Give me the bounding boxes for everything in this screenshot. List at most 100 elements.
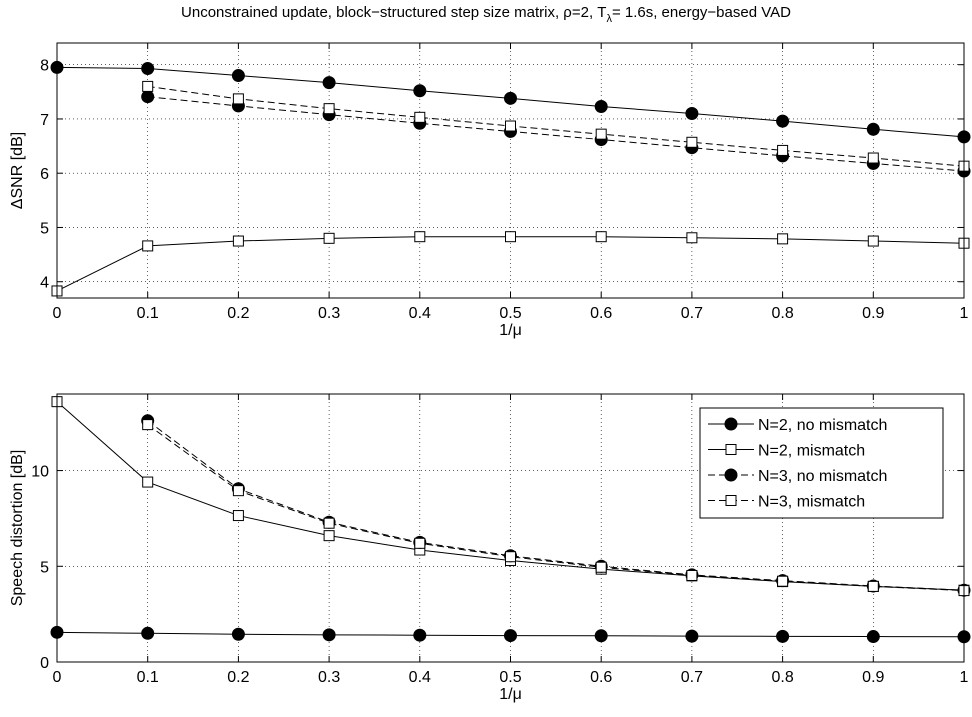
- data-point: [777, 233, 789, 245]
- plot-2: 0 0.1 0.2 0.3 0.4 0.5 0.6 0.7 0.8 0.9 105101/μSpee…: [9, 393, 971, 703]
- data-point: [414, 231, 426, 243]
- data-point: [504, 91, 517, 105]
- data-point: [142, 240, 154, 252]
- y-tick-label: 5: [40, 220, 49, 237]
- data-point: [323, 232, 335, 244]
- data-point: [142, 80, 154, 92]
- data-point: [595, 561, 607, 573]
- series-1: [50, 60, 971, 144]
- data-point: [232, 485, 244, 497]
- x-tick-label: 0.1: [137, 669, 159, 686]
- x-tick-label: 0.2: [227, 669, 249, 686]
- figure-title-main: Unconstrained update, block−structured s…: [181, 4, 607, 21]
- data-point: [505, 231, 516, 243]
- legend-box: [699, 407, 944, 519]
- y-tick-label: 6: [40, 166, 49, 183]
- x-tick-label: 0.6: [590, 305, 612, 322]
- figure-title-rest: = 1.6s, energy−based VAD: [611, 4, 791, 21]
- data-point: [686, 569, 698, 581]
- legend-label: N=3, mismatch: [758, 494, 865, 511]
- series-1: [50, 625, 971, 644]
- data-point: [686, 136, 698, 148]
- data-point: [867, 580, 879, 592]
- x-tick-label: 0: [53, 305, 62, 322]
- data-point: [413, 628, 427, 642]
- data-point: [414, 537, 426, 549]
- data-point: [322, 76, 336, 90]
- x-tick-label: 0.7: [681, 669, 703, 686]
- data-point: [323, 103, 335, 115]
- legend-marker: [724, 417, 738, 431]
- x-tick-label: 0.9: [862, 305, 884, 322]
- data-point: [231, 627, 245, 641]
- data-point: [414, 111, 426, 123]
- data-point: [866, 630, 880, 644]
- data-point: [504, 629, 517, 643]
- data-point: [323, 517, 335, 529]
- data-point: [777, 575, 789, 587]
- x-tick-label: 1: [960, 669, 969, 686]
- y-axis-label: ΔSNR [dB]: [9, 132, 26, 209]
- y-tick-label: 10: [31, 464, 49, 481]
- data-point: [322, 628, 336, 642]
- data-point: [685, 107, 699, 121]
- data-point: [776, 629, 790, 643]
- data-point: [142, 419, 154, 431]
- series-line: [147, 96, 965, 172]
- series-line: [147, 85, 965, 167]
- figure-title: Unconstrained update, block−structured s…: [0, 4, 972, 25]
- x-axis-label: 1/μ: [499, 322, 522, 339]
- x-tick-label: 0.1: [137, 305, 159, 322]
- x-tick-label: 0.3: [318, 669, 340, 686]
- series-line: [147, 424, 965, 592]
- x-tick-label: 0.5: [499, 669, 521, 686]
- data-point: [232, 235, 244, 247]
- x-axis-label: 1/μ: [499, 686, 522, 703]
- legend-label: N=2, mismatch: [758, 443, 865, 460]
- y-tick-label: 7: [40, 112, 49, 129]
- y-tick-label: 4: [40, 275, 49, 292]
- data-point: [231, 69, 245, 83]
- x-tick-label: 0.8: [771, 669, 793, 686]
- x-tick-label: 1: [960, 305, 969, 322]
- data-point: [505, 120, 516, 132]
- data-point: [232, 93, 244, 105]
- x-tick-label: 0.6: [590, 669, 612, 686]
- data-point: [776, 114, 790, 128]
- data-point: [867, 235, 879, 247]
- legend-marker: [725, 444, 737, 455]
- data-point: [232, 510, 244, 522]
- legend-marker: [725, 495, 737, 506]
- x-tick-label: 0.4: [409, 669, 431, 686]
- data-point: [777, 144, 789, 156]
- data-point: [505, 551, 516, 563]
- y-tick-label: 8: [40, 58, 49, 75]
- y-tick-label: 5: [40, 559, 49, 576]
- x-tick-label: 0: [53, 669, 62, 686]
- series-line: [147, 420, 965, 591]
- y-tick-label: 0: [40, 655, 49, 672]
- data-point: [867, 152, 879, 164]
- data-point: [323, 530, 335, 542]
- legend-marker: [724, 468, 738, 482]
- plot-frame: [56, 42, 965, 299]
- legend: N=2, no mismatch N=2, mismatch N=3, no mis…: [699, 407, 944, 519]
- x-tick-label: 0.4: [409, 305, 431, 322]
- series-4: [142, 419, 970, 597]
- data-point: [686, 232, 698, 244]
- data-point: [413, 84, 427, 98]
- data-point: [595, 128, 607, 140]
- data-point: [594, 99, 608, 113]
- data-point: [141, 626, 155, 640]
- plot-frame: [56, 393, 965, 663]
- data-point: [141, 90, 155, 104]
- x-tick-label: 0.5: [499, 305, 521, 322]
- data-point: [594, 629, 608, 643]
- x-tick-label: 0.9: [862, 669, 884, 686]
- legend-label: N=3, no mismatch: [758, 468, 887, 485]
- x-tick-label: 0.3: [318, 305, 340, 322]
- x-tick-label: 0.7: [681, 305, 703, 322]
- legend-label: N=2, no mismatch: [758, 417, 887, 434]
- data-point: [141, 62, 155, 75]
- figure-title-subscript: λ: [606, 13, 612, 25]
